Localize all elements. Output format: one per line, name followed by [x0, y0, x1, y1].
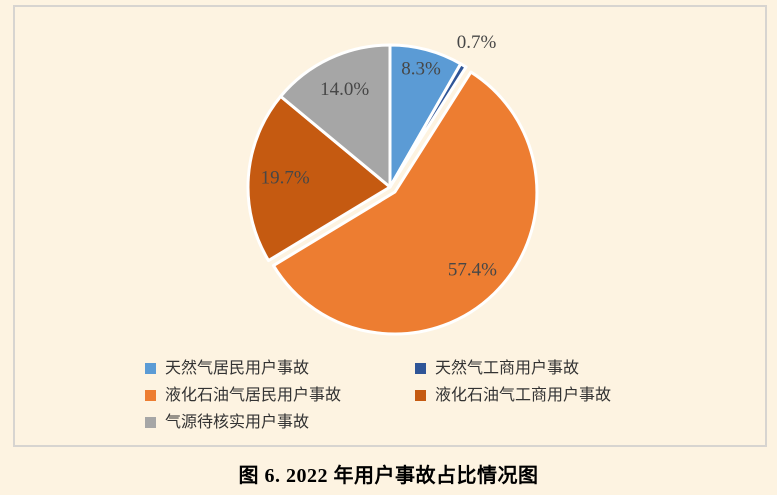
legend-label: 液化石油气工商用户事故: [435, 387, 612, 404]
legend-swatch-icon: [145, 390, 156, 401]
legend-label: 液化石油气居民用户事故: [165, 387, 342, 404]
legend-swatch-icon: [415, 390, 426, 401]
chart-frame: [13, 5, 767, 447]
chart-legend: 天然气居民用户事故 天然气工商用户事故液化石油气居民用户事故 液化石油气工商用户事故…: [145, 360, 611, 431]
legend-item-1: 天然气居民用户事故: [145, 360, 415, 377]
legend-item-4: 液化石油气工商用户事故: [415, 387, 611, 404]
legend-swatch-icon: [415, 363, 426, 374]
legend-item-3: 液化石油气居民用户事故: [145, 387, 415, 404]
legend-label: 天然气工商用户事故: [435, 360, 580, 377]
legend-item-2: 天然气工商用户事故: [415, 360, 611, 377]
legend-item-5: 气源待核实用户事故: [145, 414, 415, 431]
figure-caption: 图 6. 2022 年用户事故占比情况图: [238, 465, 539, 487]
legend-swatch-icon: [145, 417, 156, 428]
legend-label: 天然气居民用户事故: [165, 360, 310, 377]
legend-label: 气源待核实用户事故: [165, 414, 310, 431]
legend-swatch-icon: [145, 363, 156, 374]
